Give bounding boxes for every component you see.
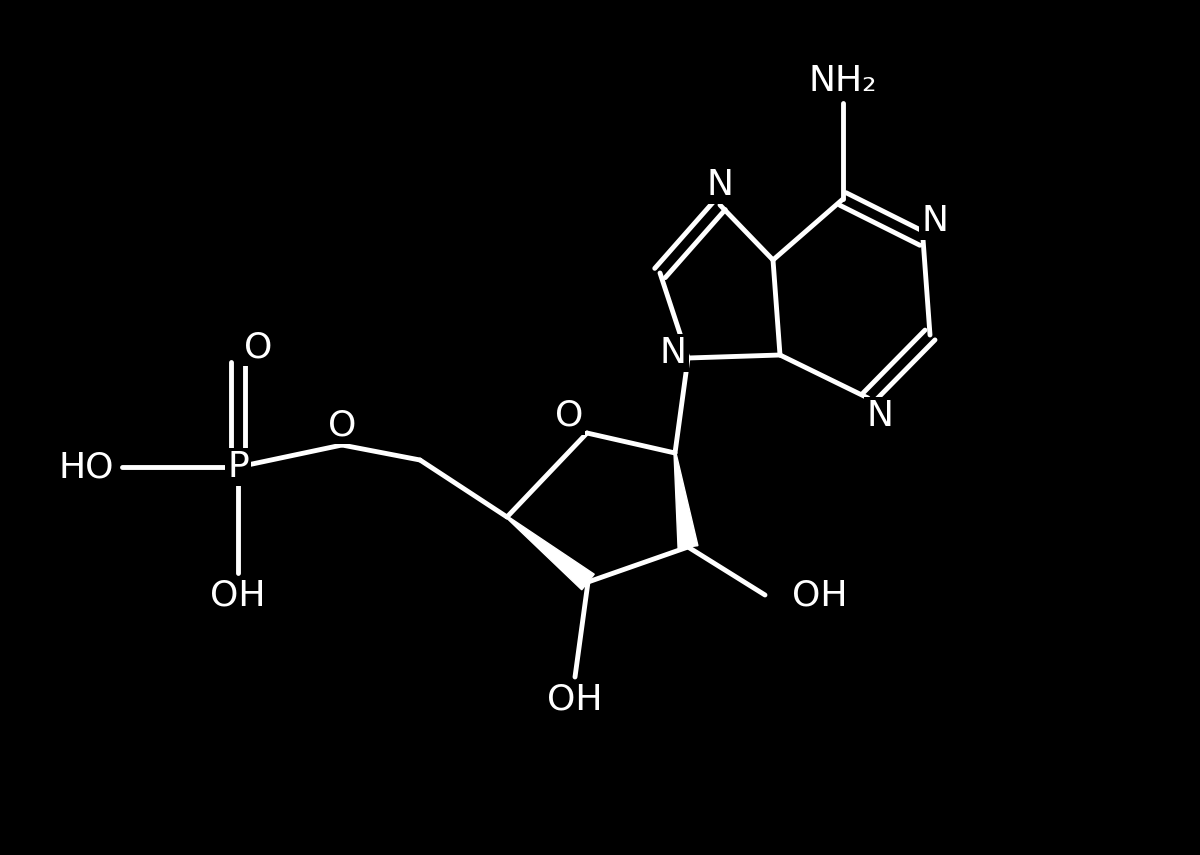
Text: NH₂: NH₂ — [809, 64, 877, 98]
Text: O: O — [244, 330, 272, 364]
Text: P: P — [227, 450, 248, 484]
Text: HO: HO — [59, 450, 114, 484]
Text: OH: OH — [210, 578, 265, 612]
Polygon shape — [506, 516, 594, 590]
Text: N: N — [866, 399, 894, 433]
Text: O: O — [554, 399, 583, 433]
Text: N: N — [707, 168, 733, 202]
Text: OH: OH — [792, 578, 847, 612]
Text: N: N — [922, 204, 948, 238]
Polygon shape — [674, 453, 698, 548]
Text: O: O — [328, 408, 356, 442]
Text: OH: OH — [547, 682, 602, 716]
Text: N: N — [660, 336, 686, 370]
